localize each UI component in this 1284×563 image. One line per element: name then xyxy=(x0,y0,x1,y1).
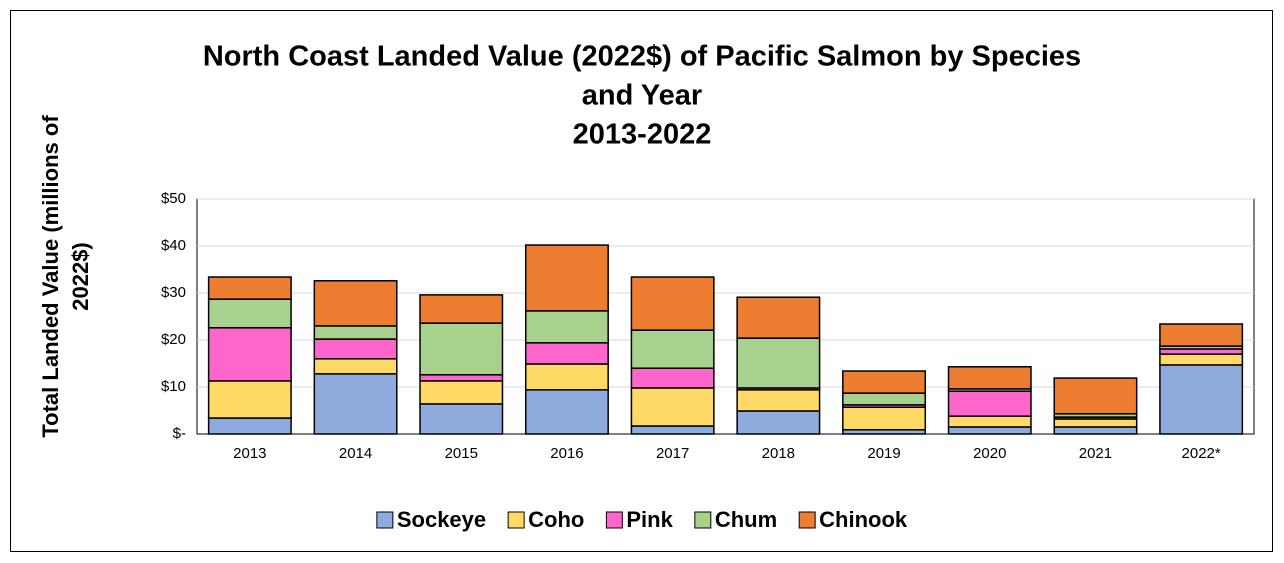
bar-segment xyxy=(1159,364,1244,435)
bar-segment xyxy=(1159,323,1244,347)
bar-segment xyxy=(419,380,504,405)
bar-segment xyxy=(630,387,715,427)
y-tick-label: $10 xyxy=(161,378,186,395)
bar-segment xyxy=(313,280,398,327)
bar-segment xyxy=(207,417,292,435)
legend-label: Chum xyxy=(715,507,777,532)
bar-segment xyxy=(524,363,609,391)
bar-segment xyxy=(419,322,504,376)
bar-segment xyxy=(736,389,821,412)
bar-segment xyxy=(842,392,927,406)
chart-title: North Coast Landed Value (2022$) of Paci… xyxy=(203,41,1081,73)
bar-segment xyxy=(313,338,398,360)
x-tick-label: 2018 xyxy=(762,445,795,462)
bar-segment xyxy=(524,342,609,365)
chart-title: 2013-2022 xyxy=(573,119,712,151)
bar-segment xyxy=(1053,377,1138,415)
bar-segment xyxy=(524,389,609,435)
y-axis-label: Total Landed Value (millions of xyxy=(38,115,63,438)
x-tick-label: 2021 xyxy=(1079,445,1112,462)
x-tick-label: 2022* xyxy=(1182,445,1221,462)
bar-segment xyxy=(630,276,715,331)
legend-swatch xyxy=(694,511,712,529)
x-tick-label: 2020 xyxy=(973,445,1006,462)
bar-segment xyxy=(207,327,292,382)
legend-swatch xyxy=(507,511,525,529)
x-tick-label: 2015 xyxy=(445,445,478,462)
legend-label: Sockeye xyxy=(397,507,486,532)
bar-segment xyxy=(947,390,1032,417)
bar-segment xyxy=(1053,426,1138,435)
bar-segment xyxy=(313,325,398,340)
y-tick-label: $30 xyxy=(161,284,186,301)
chart-title: and Year xyxy=(582,80,702,112)
bar-segment xyxy=(1159,353,1244,366)
y-tick-label: $20 xyxy=(161,331,186,348)
y-tick-label: $- xyxy=(173,425,186,442)
bar-segment xyxy=(207,380,292,419)
bar-segment xyxy=(419,294,504,324)
legend: Sockeye Coho Pink Chum Chinook xyxy=(376,507,908,532)
legend-label: Chinook xyxy=(819,507,908,532)
bar-segment xyxy=(947,366,1032,390)
bar-segment xyxy=(419,374,504,382)
y-tick-label: $50 xyxy=(161,190,186,207)
legend-swatch xyxy=(376,511,394,529)
bar-segment xyxy=(736,296,821,339)
bar-segment xyxy=(524,244,609,312)
x-tick-label: 2013 xyxy=(233,445,266,462)
bar-segment xyxy=(842,370,927,394)
bar-segment xyxy=(947,415,1032,428)
bar-segment xyxy=(736,337,821,389)
legend-swatch xyxy=(605,511,623,529)
legend-swatch xyxy=(798,511,816,529)
legend-label: Pink xyxy=(626,507,673,532)
x-tick-label: 2017 xyxy=(656,445,689,462)
bar-segment xyxy=(207,298,292,329)
bar-segment xyxy=(207,276,292,300)
bar-segment xyxy=(1159,348,1244,355)
bar-segment xyxy=(1053,418,1138,428)
bar-segment xyxy=(630,367,715,389)
bar-segment xyxy=(313,373,398,435)
legend-label: Coho xyxy=(528,507,584,532)
bar-segment xyxy=(947,426,1032,435)
bar-segment xyxy=(524,310,609,344)
bar-segment xyxy=(842,406,927,431)
y-axis-label: 2022$) xyxy=(68,242,93,311)
bar-segment xyxy=(419,403,504,435)
bar-segment xyxy=(630,329,715,369)
x-tick-label: 2016 xyxy=(550,445,583,462)
bar-segment xyxy=(313,358,398,375)
y-tick-label: $40 xyxy=(161,237,186,254)
x-tick-label: 2014 xyxy=(339,445,372,462)
bar-segment xyxy=(736,410,821,435)
bar-segment xyxy=(630,425,715,435)
x-tick-label: 2019 xyxy=(867,445,900,462)
